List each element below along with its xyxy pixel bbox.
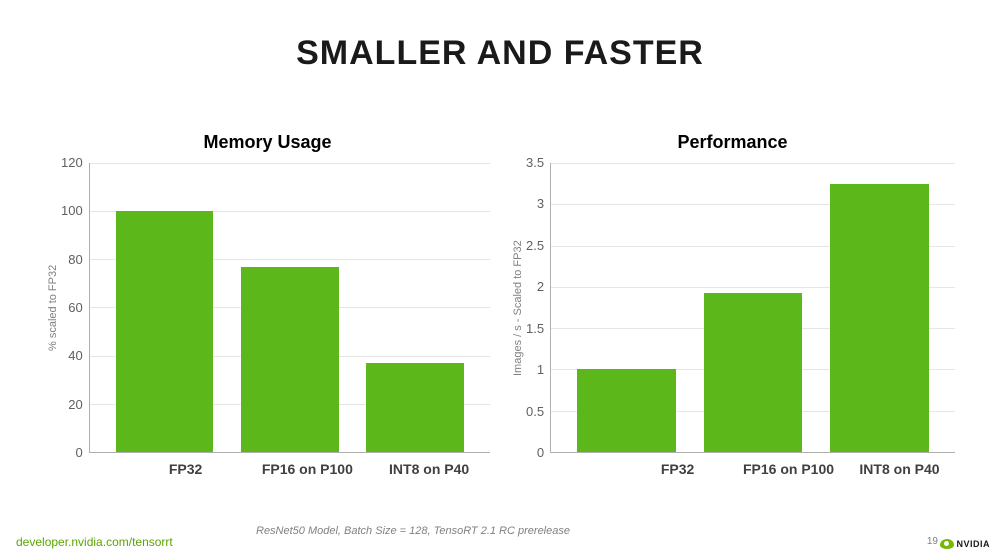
bar	[241, 267, 339, 452]
footnote-text: ResNet50 Model, Batch Size = 128, TensoR…	[256, 525, 570, 537]
y-axis-ticks: 3.532.521.510.50	[526, 163, 550, 453]
chart-title: Memory Usage	[45, 132, 490, 153]
y-axis-label: % scaled to FP32	[45, 163, 61, 453]
nvidia-logo: NVIDIA	[940, 539, 990, 549]
chart-memory-usage: Memory Usage % scaled to FP32 1201008060…	[45, 132, 490, 502]
x-axis-categories: FP32FP16 on P100INT8 on P40	[622, 453, 955, 477]
x-axis-categories: FP32FP16 on P100INT8 on P40	[125, 453, 490, 477]
bar	[116, 211, 214, 452]
chart-title: Performance	[510, 132, 955, 153]
slide: SMALLER AND FASTER Memory Usage % scaled…	[0, 0, 1000, 555]
charts-row: Memory Usage % scaled to FP32 1201008060…	[45, 132, 955, 502]
plot-wrap: % scaled to FP32 120100806040200	[45, 163, 490, 453]
x-category: FP32	[125, 461, 247, 477]
y-axis-label: Images / s - Scaled to FP32	[510, 163, 526, 453]
bar	[830, 184, 929, 452]
bars	[90, 163, 490, 452]
plot-wrap: Images / s - Scaled to FP32 3.532.521.51…	[510, 163, 955, 453]
bar	[704, 293, 803, 452]
page-number: 19	[927, 536, 938, 547]
x-axis-wrap: % scaled to FP32 120 FP32FP16 on P100INT…	[45, 453, 490, 477]
plot-area	[550, 163, 955, 453]
nvidia-logo-text: NVIDIA	[956, 539, 990, 549]
x-category: FP16 on P100	[246, 461, 368, 477]
source-url: developer.nvidia.com/tensorrt	[16, 535, 173, 549]
plot-area	[89, 163, 490, 453]
bar	[577, 369, 676, 452]
x-axis-wrap: Images / s - Scaled to FP32 3.5 FP32FP16…	[510, 453, 955, 477]
x-category: INT8 on P40	[844, 461, 955, 477]
slide-title: SMALLER AND FASTER	[0, 34, 1000, 73]
x-category: FP32	[622, 461, 733, 477]
y-axis-ticks: 120100806040200	[61, 163, 89, 453]
x-category: INT8 on P40	[368, 461, 490, 477]
bar	[366, 363, 464, 452]
bars	[551, 163, 955, 452]
x-category: FP16 on P100	[733, 461, 844, 477]
chart-performance: Performance Images / s - Scaled to FP32 …	[510, 132, 955, 502]
nvidia-eye-icon	[940, 539, 954, 549]
